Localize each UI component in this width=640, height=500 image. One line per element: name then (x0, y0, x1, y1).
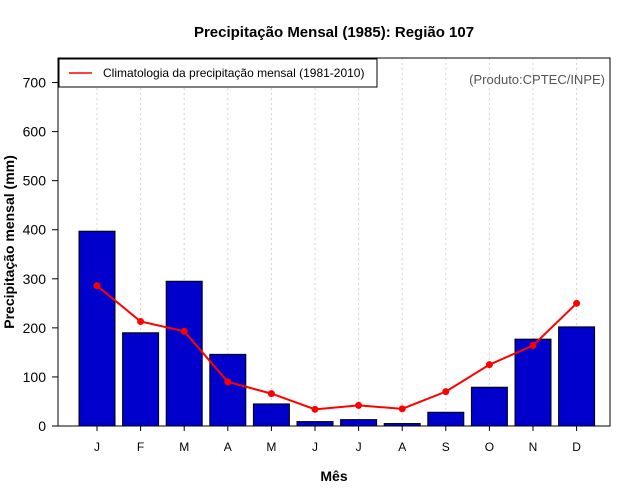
plot-frame (57, 57, 611, 427)
y-tick-label-1: 100 (23, 369, 47, 385)
bar-4 (252, 403, 290, 427)
bar-11 (558, 326, 596, 427)
source-annotation: (Produto:CPTEC/INPE) (469, 72, 605, 87)
legend: Climatologia da precipitação mensal (198… (58, 58, 378, 88)
bar-0 (78, 230, 116, 427)
climatology-point-3 (224, 378, 232, 386)
legend-entry-climatology: Climatologia da precipitação mensal (198… (103, 66, 364, 80)
y-axis: 0 100 200 300 400 500 600 700 (23, 75, 58, 434)
bar-series (78, 230, 596, 427)
y-tick-label-5: 500 (23, 173, 47, 189)
bar-10 (514, 338, 552, 427)
legend-box (58, 58, 378, 88)
y-tick-label-7: 700 (23, 75, 47, 91)
climatology-line (96, 284, 578, 411)
climatology-point-11 (573, 299, 581, 307)
bar-2 (165, 280, 203, 427)
y-tick-label-4: 400 (23, 222, 47, 238)
x-tick-label-0: J (94, 440, 100, 454)
bar-1 (122, 332, 160, 427)
x-tick-label-7: A (398, 440, 406, 454)
x-tick-label-4: M (266, 440, 276, 454)
x-axis-label: Mês (320, 468, 347, 484)
bar-3 (209, 353, 247, 427)
y-tick-label-0: 0 (38, 418, 46, 434)
bar-8 (427, 411, 465, 427)
climatology-point-1 (137, 317, 145, 325)
climatology-point-7 (398, 405, 406, 413)
climatology-point-5 (311, 405, 319, 413)
x-tick-label-8: S (442, 440, 450, 454)
x-tick-label-2: M (179, 440, 189, 454)
y-tick-label-2: 200 (23, 320, 47, 336)
climatology-point-8 (442, 388, 450, 396)
x-tick-label-5: J (312, 440, 318, 454)
climatology-point-0 (93, 282, 101, 290)
y-axis-label: Precipitação mensal (mm) (1, 155, 17, 329)
climatology-point-9 (485, 361, 493, 369)
chart-title: Precipitação Mensal (1985): Região 107 (194, 24, 474, 41)
x-tick-label-11: D (572, 440, 581, 454)
bar-9 (470, 386, 508, 427)
bar-6 (340, 419, 378, 427)
y-tick-label-3: 300 (23, 271, 47, 287)
climatology-point-6 (355, 401, 363, 409)
climatology-line-series (93, 282, 581, 413)
x-tick-label-6: J (356, 440, 362, 454)
y-tick-label-6: 600 (23, 124, 47, 140)
x-tick-label-3: A (224, 440, 232, 454)
bar-5 (296, 421, 334, 427)
x-tick-label-10: N (529, 440, 538, 454)
climatology-point-4 (267, 390, 275, 398)
x-tick-label-9: O (485, 440, 494, 454)
climatology-point-2 (180, 327, 188, 335)
x-tick-label-1: F (137, 440, 144, 454)
climatology-point-10 (529, 342, 537, 350)
